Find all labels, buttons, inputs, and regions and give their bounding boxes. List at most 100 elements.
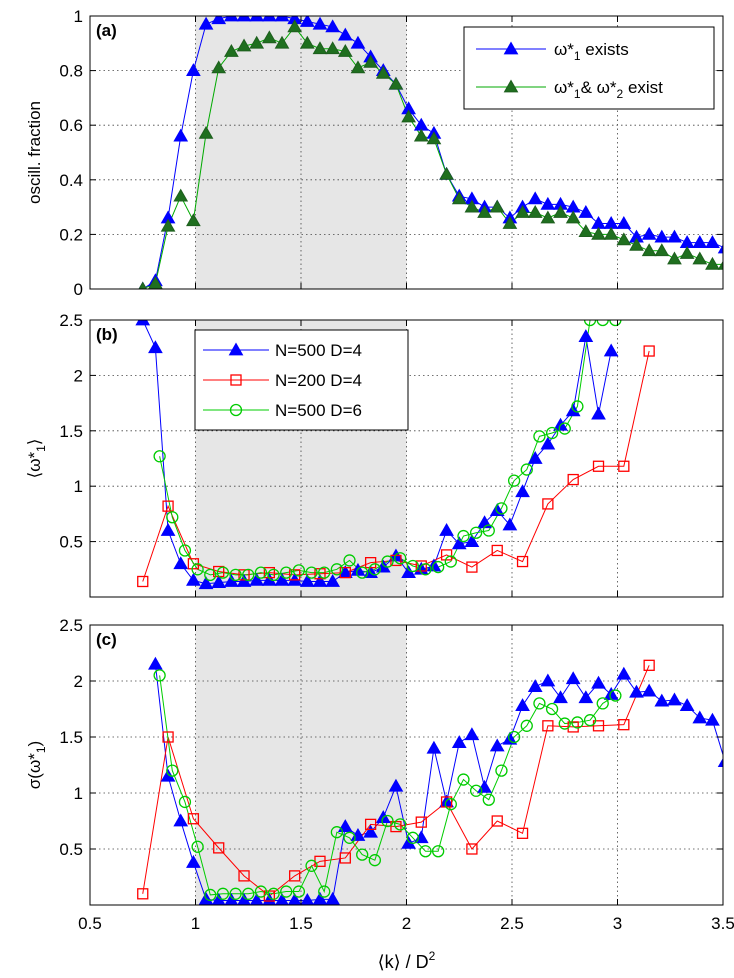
- data-point: [211, 575, 227, 588]
- data-point: [451, 191, 467, 205]
- data-point: [280, 566, 293, 579]
- data-point: [339, 852, 351, 864]
- data-point: [289, 569, 301, 581]
- legend-sub: 1: [574, 87, 581, 101]
- data-point: [464, 534, 480, 547]
- y-tick-label: 2.5: [59, 616, 83, 635]
- data-point: [162, 731, 174, 743]
- data-point: [401, 109, 416, 123]
- series-layer: [138, 16, 723, 289]
- y-tick-label: 1.5: [59, 728, 83, 747]
- data-point: [198, 576, 214, 590]
- data-point: [502, 215, 518, 229]
- legend-text: exist: [623, 78, 663, 97]
- y-tick-label: 2: [74, 366, 83, 385]
- data-point: [444, 798, 457, 811]
- data-point: [289, 870, 301, 882]
- data-point: [394, 552, 407, 565]
- data-point: [542, 498, 554, 510]
- data-point: [325, 891, 341, 905]
- y-tick-label: 0.5: [59, 533, 83, 552]
- data-point: [356, 848, 369, 861]
- series-line: [142, 665, 650, 897]
- data-point: [364, 818, 377, 831]
- data-point: [520, 463, 533, 476]
- data-point: [692, 710, 708, 724]
- legend-marker: [230, 374, 242, 386]
- data-point: [261, 572, 277, 586]
- data-point: [406, 559, 419, 573]
- x-tick-label: 2: [402, 914, 411, 933]
- data-point: [439, 523, 454, 536]
- data-point: [592, 720, 605, 732]
- data-point: [643, 659, 655, 671]
- data-point: [236, 38, 252, 52]
- data-point: [717, 244, 723, 254]
- data-point: [502, 517, 518, 531]
- data-point: [191, 563, 204, 576]
- y-label-end: ⟩: [25, 439, 44, 446]
- data-point: [469, 784, 483, 797]
- data-point: [275, 893, 289, 905]
- data-point: [495, 502, 508, 515]
- data-point: [717, 260, 723, 270]
- data-point: [325, 573, 341, 587]
- data-point: [618, 460, 630, 472]
- data-point: [464, 727, 480, 741]
- data-point: [527, 450, 543, 464]
- data-point: [477, 205, 492, 218]
- x-tick-label: 3.5: [711, 914, 734, 933]
- data-point: [318, 885, 331, 898]
- data-point: [545, 702, 559, 716]
- series-layer: [135, 320, 655, 590]
- data-point: [138, 281, 148, 289]
- data-point: [578, 205, 594, 218]
- data-point: [542, 720, 554, 732]
- data-point: [426, 131, 442, 145]
- data-point: [388, 778, 404, 792]
- data-point: [191, 840, 204, 853]
- data-point: [280, 885, 293, 898]
- data-point: [571, 716, 584, 729]
- y-tick-label: 2.5: [59, 311, 83, 330]
- data-point: [254, 885, 268, 898]
- data-point: [558, 717, 571, 730]
- data-point: [249, 16, 265, 22]
- y-tick-label: 1: [74, 7, 83, 26]
- data-point: [300, 893, 315, 905]
- x-label-sup: 2: [429, 949, 436, 963]
- data-point: [540, 196, 556, 210]
- data-point: [267, 887, 280, 900]
- data-point: [160, 218, 176, 232]
- data-point: [692, 251, 708, 265]
- data-point: [567, 721, 579, 733]
- data-point: [325, 19, 341, 33]
- y-tick-label: 0.4: [59, 171, 83, 190]
- data-point: [592, 460, 605, 472]
- data-point: [173, 813, 189, 827]
- data-point: [254, 566, 268, 579]
- y-tick-label: 0.6: [59, 116, 83, 135]
- legend-entry: ω*1& ω*2 exist: [554, 78, 663, 101]
- data-point: [299, 16, 315, 27]
- x-label-main: ⟨k⟩ / D: [378, 952, 429, 972]
- data-point: [507, 474, 521, 487]
- data-point: [330, 826, 344, 839]
- data-point: [178, 795, 192, 809]
- data-point: [364, 557, 377, 569]
- data-point: [148, 276, 163, 289]
- data-point: [153, 450, 166, 463]
- legend-marker: [503, 79, 519, 93]
- data-point: [135, 320, 151, 326]
- data-point: [337, 819, 353, 832]
- data-point: [565, 210, 581, 224]
- data-point: [533, 697, 546, 710]
- data-point: [153, 669, 166, 682]
- data-point: [426, 740, 442, 754]
- data-point: [643, 345, 655, 357]
- y-label-main: ⟨ω*: [25, 452, 44, 479]
- data-point: [249, 572, 265, 586]
- y-label-end: ): [25, 741, 44, 747]
